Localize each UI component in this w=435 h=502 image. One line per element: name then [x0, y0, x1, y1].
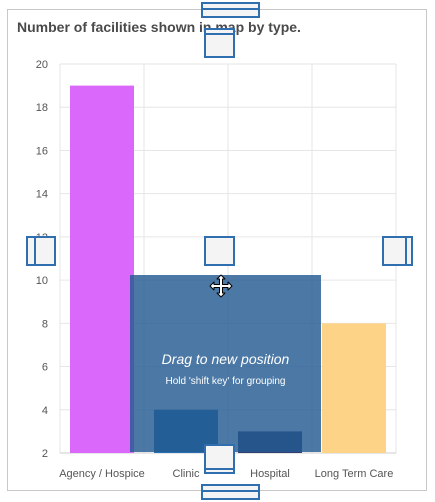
resize-handle-bottom-inner[interactable]	[204, 444, 235, 474]
x-tick-label: Long Term Care	[315, 468, 394, 480]
x-tick-label: Clinic	[173, 468, 200, 480]
drag-overlay-hint: Hold 'shift key' for grouping	[165, 376, 286, 387]
y-tick-label: 6	[42, 362, 48, 374]
resize-handle-right[interactable]	[382, 236, 413, 266]
resize-handle-top[interactable]	[201, 2, 260, 18]
bar-long-term-care	[322, 323, 386, 453]
y-tick-label: 2	[42, 448, 48, 460]
drag-overlay[interactable]: Drag to new position Hold 'shift key' fo…	[130, 275, 321, 452]
y-tick-label: 4	[42, 405, 48, 417]
y-tick-label: 16	[36, 145, 48, 157]
drag-overlay-title: Drag to new position	[161, 351, 290, 367]
resize-handle-left[interactable]	[26, 236, 56, 266]
x-tick-label: Agency / Hospice	[59, 468, 145, 480]
x-tick-label: Hospital	[250, 468, 290, 480]
resize-handle-top-inner[interactable]	[204, 28, 235, 58]
y-tick-label: 8	[42, 318, 48, 330]
move-cursor-icon	[209, 274, 233, 298]
resize-handle-center[interactable]	[204, 236, 235, 266]
chart-x-axis: Agency / Hospice Clinic Hospital Long Term …	[59, 468, 393, 480]
resize-handle-bottom[interactable]	[201, 484, 260, 500]
bar-agency-hospice	[70, 85, 134, 453]
y-tick-label: 10	[36, 275, 48, 287]
y-tick-label: 18	[36, 102, 48, 114]
y-tick-label: 14	[36, 189, 48, 201]
chart-y-axis: 2468101214161820	[36, 59, 48, 460]
y-tick-label: 20	[36, 59, 48, 71]
